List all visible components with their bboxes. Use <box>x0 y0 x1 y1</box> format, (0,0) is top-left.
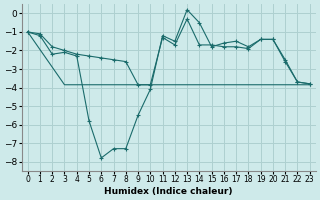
X-axis label: Humidex (Indice chaleur): Humidex (Indice chaleur) <box>104 187 233 196</box>
